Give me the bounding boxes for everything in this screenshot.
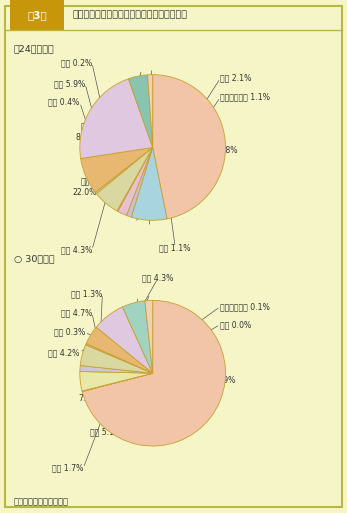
Wedge shape bbox=[80, 79, 153, 159]
Text: 胴部 2.1%: 胴部 2.1% bbox=[220, 74, 252, 83]
Wedge shape bbox=[82, 301, 226, 446]
Wedge shape bbox=[153, 74, 226, 219]
Text: 腰部 4.7%: 腰部 4.7% bbox=[61, 308, 92, 317]
Wedge shape bbox=[118, 148, 153, 215]
Wedge shape bbox=[126, 148, 153, 217]
Bar bbox=[10, 0, 64, 30]
Text: 腰部 5.9%: 腰部 5.9% bbox=[54, 79, 85, 88]
Wedge shape bbox=[96, 148, 153, 211]
Wedge shape bbox=[80, 345, 153, 373]
Text: 胸部 1.3%: 胸部 1.3% bbox=[71, 289, 102, 298]
Text: 損傷主部位別死者数の構成率（平成２１年）: 損傷主部位別死者数の構成率（平成２１年） bbox=[73, 10, 188, 19]
Wedge shape bbox=[117, 148, 153, 211]
Text: 胴部 4.3%: 胴部 4.3% bbox=[142, 274, 174, 283]
Text: 全損
7.9%: 全損 7.9% bbox=[127, 83, 147, 102]
Text: Ⓥ24時間死者: Ⓥ24時間死者 bbox=[14, 44, 54, 53]
Text: 頭部
46.8%: 頭部 46.8% bbox=[213, 135, 238, 154]
Wedge shape bbox=[128, 75, 153, 148]
Wedge shape bbox=[81, 148, 153, 192]
Wedge shape bbox=[80, 366, 153, 373]
Text: 全損 0.0%: 全損 0.0% bbox=[220, 320, 252, 329]
Text: 腕部 0.2%: 腕部 0.2% bbox=[61, 58, 92, 67]
Text: 第3図: 第3図 bbox=[28, 10, 47, 20]
Text: 頚部 4.3%: 頚部 4.3% bbox=[61, 246, 92, 254]
Text: ○ 30日死者: ○ 30日死者 bbox=[14, 254, 54, 264]
Wedge shape bbox=[147, 74, 153, 148]
Text: 窒息・溺死等 1.1%: 窒息・溺死等 1.1% bbox=[220, 93, 270, 102]
Text: 窒息・溺死等 0.1%: 窒息・溺死等 0.1% bbox=[220, 302, 270, 311]
Text: 胸部
7.3%: 胸部 7.3% bbox=[79, 384, 98, 403]
Wedge shape bbox=[86, 327, 153, 373]
Text: 注　警察庁資料による。: 注 警察庁資料による。 bbox=[14, 497, 69, 506]
Wedge shape bbox=[122, 301, 153, 373]
Text: 頚部 5.1%: 頚部 5.1% bbox=[90, 428, 121, 437]
Wedge shape bbox=[95, 148, 153, 194]
Text: 顔部 1.1%: 顔部 1.1% bbox=[160, 243, 191, 252]
Text: 顔部 1.7%: 顔部 1.7% bbox=[52, 464, 83, 472]
Wedge shape bbox=[131, 148, 167, 220]
Wedge shape bbox=[86, 344, 153, 373]
Text: 頭部
70.9%: 頭部 70.9% bbox=[212, 366, 236, 385]
Wedge shape bbox=[145, 301, 153, 373]
Text: 脊部 0.4%: 脊部 0.4% bbox=[49, 98, 80, 107]
Text: 脊部 0.3%: 脊部 0.3% bbox=[54, 328, 85, 337]
Wedge shape bbox=[82, 373, 153, 391]
Text: 胸部
22.0%: 胸部 22.0% bbox=[73, 178, 97, 197]
Text: 腹部 4.2%: 腹部 4.2% bbox=[49, 348, 80, 357]
Wedge shape bbox=[96, 307, 153, 373]
Wedge shape bbox=[82, 373, 153, 391]
Wedge shape bbox=[80, 371, 153, 391]
Text: 腹部
8.1%: 腹部 8.1% bbox=[75, 123, 95, 142]
